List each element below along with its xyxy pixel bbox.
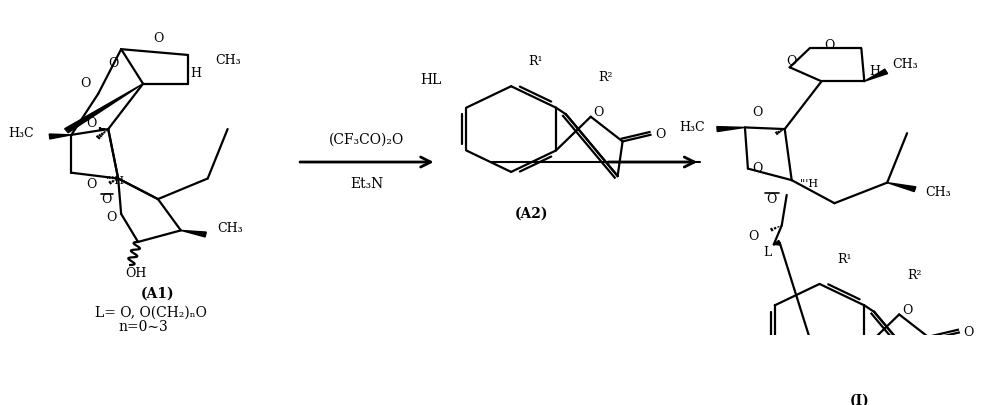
Text: O: O	[86, 117, 96, 130]
Polygon shape	[65, 84, 143, 133]
Polygon shape	[887, 183, 916, 192]
Text: HL: HL	[420, 72, 441, 87]
Text: '''H: '''H	[800, 179, 819, 189]
Polygon shape	[181, 230, 206, 237]
Text: '''H: '''H	[106, 176, 125, 186]
Polygon shape	[774, 241, 781, 245]
Text: O: O	[753, 106, 763, 119]
Text: (A2): (A2)	[514, 207, 548, 221]
Text: H: H	[869, 65, 880, 78]
Polygon shape	[864, 69, 888, 81]
Text: CH₃: CH₃	[925, 186, 951, 199]
Text: (I): (I)	[849, 394, 869, 405]
Text: L= O, O(CH₂)ₙO: L= O, O(CH₂)ₙO	[95, 306, 207, 320]
Text: O: O	[902, 304, 912, 317]
Text: O: O	[824, 38, 835, 51]
Text: n=0∼3: n=0∼3	[118, 320, 168, 334]
Text: (CF₃CO)₂O: (CF₃CO)₂O	[329, 133, 405, 147]
Text: OH: OH	[125, 267, 147, 280]
Text: CH₃: CH₃	[218, 222, 243, 235]
Text: O: O	[86, 178, 96, 191]
Text: O: O	[753, 162, 763, 175]
Text: O: O	[80, 77, 91, 90]
Text: O: O	[964, 326, 974, 339]
Text: CH₃: CH₃	[892, 58, 918, 71]
Text: H₃C: H₃C	[8, 127, 34, 140]
Text: L: L	[764, 246, 772, 259]
Text: O: O	[786, 55, 797, 68]
Text: R¹: R¹	[837, 253, 852, 266]
Polygon shape	[717, 127, 745, 132]
Text: O: O	[108, 57, 118, 70]
Text: O: O	[749, 230, 759, 243]
Text: O: O	[594, 106, 604, 119]
Text: H: H	[190, 66, 201, 79]
Text: O: O	[655, 128, 666, 141]
Text: H₃C: H₃C	[680, 121, 705, 134]
Text: (A1): (A1)	[141, 287, 175, 301]
Text: O: O	[101, 193, 111, 206]
Text: CH₃: CH₃	[216, 54, 241, 67]
Text: O: O	[767, 193, 777, 206]
Text: R¹: R¹	[529, 55, 543, 68]
Text: R²: R²	[907, 269, 921, 282]
Text: O: O	[153, 32, 163, 45]
Text: R²: R²	[598, 72, 613, 85]
Text: Et₃N: Et₃N	[350, 177, 384, 191]
Text: O: O	[106, 211, 116, 224]
Polygon shape	[49, 134, 71, 139]
